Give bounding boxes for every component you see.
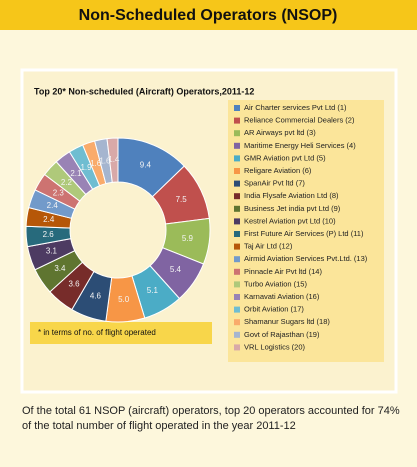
legend-swatch — [234, 105, 240, 111]
legend-box — [228, 100, 384, 362]
legend-swatch — [234, 117, 240, 124]
legend-label: VRL Logistics (20) — [244, 342, 305, 351]
value-label: 9.4 — [140, 161, 152, 170]
value-label: 1.6 — [99, 156, 111, 165]
legend-label: Turbo Aviation (15) — [244, 279, 307, 288]
legend-label: Air Charter services Pvt Ltd (1) — [244, 103, 347, 112]
legend-label: Airmid Aviation Services Pvt.Ltd. (13) — [244, 254, 368, 263]
legend-swatch — [234, 256, 240, 263]
value-label: 5.1 — [147, 286, 159, 295]
legend-swatch — [234, 231, 240, 237]
header-bar — [0, 0, 417, 30]
footnote-box — [30, 322, 212, 344]
legend-swatch — [234, 155, 240, 162]
legend-swatch — [234, 306, 240, 313]
legend-label: AR Airways pvt ltd (3) — [244, 128, 316, 137]
legend-label: India Flysafe Aviation Ltd (8) — [244, 191, 339, 200]
legend-swatch — [234, 168, 240, 174]
legend-swatch — [234, 130, 240, 137]
legend-swatch — [234, 205, 240, 212]
value-label: 5.4 — [170, 265, 182, 274]
legend-label: Maritime Energy Heli Services (4) — [244, 141, 356, 150]
value-label: 2.4 — [47, 201, 59, 210]
caption: Of the total 61 NSOP (aircraft) operator… — [22, 405, 400, 432]
legend-swatch — [234, 331, 240, 338]
value-label: 4.6 — [90, 291, 102, 300]
legend-label: Orbit Aviation (17) — [244, 305, 304, 314]
legend-swatch — [234, 268, 240, 275]
value-label: 3.1 — [46, 247, 58, 256]
legend-swatch — [234, 344, 240, 351]
legend-label: Karnavati Aviation (16) — [244, 292, 320, 301]
value-label: 3.4 — [54, 264, 66, 273]
value-label: 3.6 — [68, 280, 80, 289]
legend-label: Kestrel Aviation pvt Ltd (10) — [244, 216, 336, 225]
legend-label: Taj Air Ltd (12) — [244, 242, 293, 251]
legend-label: Reliance Commercial Dealers (2) — [244, 116, 355, 125]
value-label: 2.1 — [70, 169, 82, 178]
legend-swatch — [234, 319, 240, 326]
value-label: 5.9 — [182, 234, 194, 243]
value-label: 2.2 — [61, 178, 73, 187]
legend-swatch — [234, 218, 240, 225]
header-title: Non-Scheduled Operators (NSOP) — [79, 7, 338, 24]
legend-label: Pinnacle Air Pvt ltd (14) — [244, 267, 322, 276]
footnote: * in terms of no. of flight operated — [38, 328, 156, 337]
legend-label: Business Jet india pvt Ltd (9) — [244, 204, 341, 213]
legend-label: Religare Aviation (6) — [244, 166, 312, 175]
value-label: 5.0 — [118, 295, 130, 304]
legend-swatch — [234, 193, 240, 200]
value-label: 7.5 — [176, 195, 188, 204]
legend-label: GMR Aviation pvt Ltd (5) — [244, 153, 326, 162]
donut-segment — [106, 137, 119, 183]
value-label: 2.6 — [43, 230, 55, 239]
legend-swatch — [234, 281, 240, 288]
value-label: 1.6 — [90, 159, 102, 168]
value-label: 1.9 — [80, 163, 92, 172]
chart-title: Top 20* Non-scheduled (Aircraft) Operato… — [34, 86, 254, 96]
legend-label: SpanAir Pvt ltd (7) — [244, 179, 305, 188]
value-label: 1.4 — [108, 155, 120, 164]
legend-swatch — [234, 142, 240, 149]
legend-swatch — [234, 180, 240, 187]
legend-swatch — [234, 243, 240, 250]
legend-label: Shamanur Sugars ltd (18) — [244, 317, 330, 326]
value-label: 2.3 — [53, 189, 65, 198]
legend-label: Govt of Rajasthan (19) — [244, 330, 320, 339]
value-label: 2.4 — [43, 215, 55, 224]
legend-label: First Future Air Services (P) Ltd (11) — [244, 229, 364, 238]
legend-swatch — [234, 294, 240, 300]
